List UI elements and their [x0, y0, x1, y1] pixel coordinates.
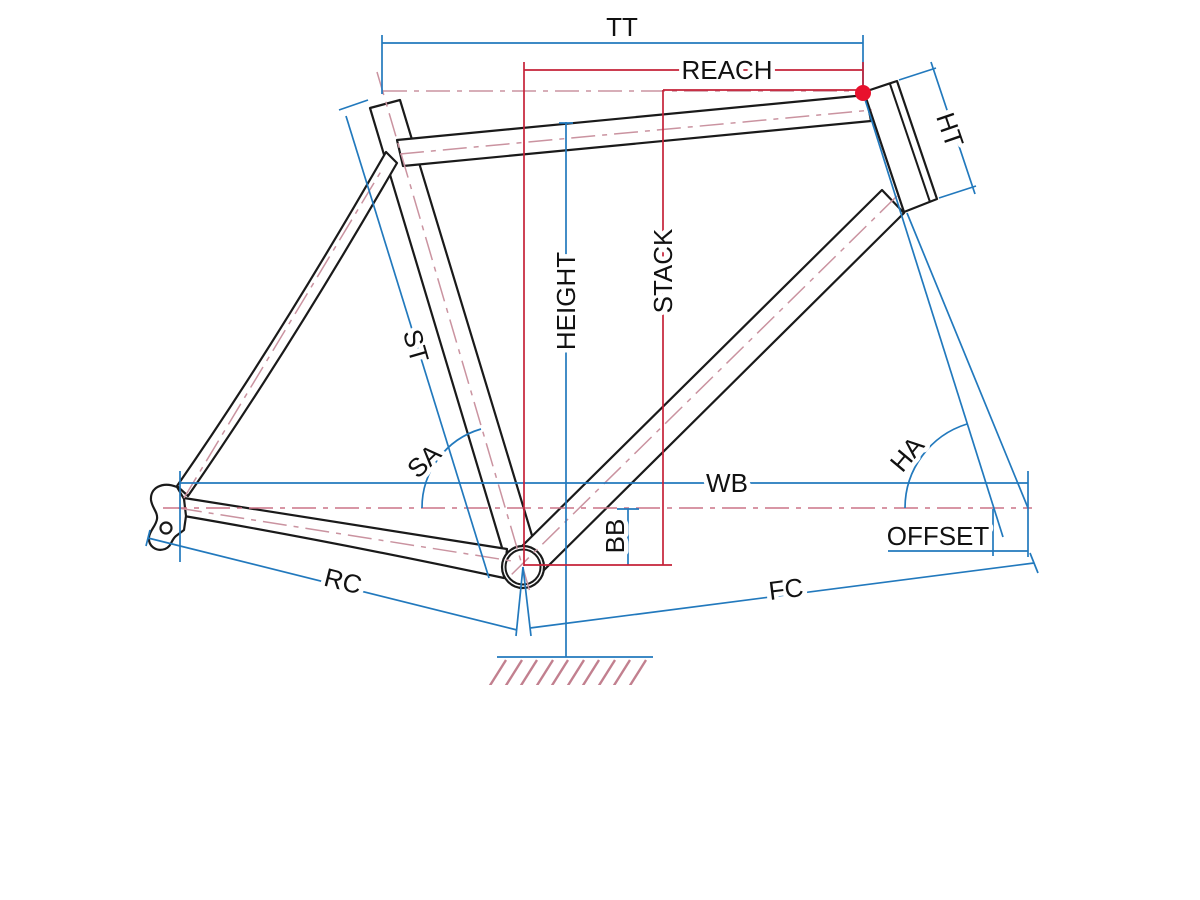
rc-tick	[145, 529, 151, 547]
st-dimension-line	[345, 115, 490, 579]
seat-stay-centerline	[183, 167, 384, 499]
down-tube	[509, 188, 906, 582]
bottom-bracket-inner	[504, 548, 542, 586]
blue-dimensions	[145, 35, 1039, 658]
label-bb: BB	[600, 519, 630, 554]
steering-axis-line	[862, 92, 1004, 538]
seat-tube-centerline	[376, 71, 531, 593]
down-tube-centerline	[507, 195, 898, 579]
ht-dimension-line	[930, 61, 976, 195]
label-rc: RC	[321, 562, 365, 600]
label-reach: REACH	[681, 55, 772, 85]
ht-extension-top	[898, 67, 937, 81]
derailleur-hanger-hole	[159, 521, 173, 535]
label-height: HEIGHT	[551, 252, 581, 350]
st-tick	[338, 99, 369, 111]
top-tube	[395, 93, 873, 168]
label-tt: TT	[606, 12, 638, 42]
bb-extension-fc	[522, 566, 532, 637]
head-tube-bore-line	[889, 83, 931, 203]
head-tube	[862, 79, 939, 214]
label-ha: HA	[884, 430, 931, 477]
label-st: ST	[397, 326, 435, 366]
label-stack: STACK	[648, 228, 678, 313]
seat-stay	[175, 150, 399, 498]
bb-extension-rc	[515, 566, 524, 637]
fork-line	[906, 212, 1029, 509]
fc-dimension-line	[529, 562, 1035, 629]
sa-angle-arc	[421, 428, 482, 509]
head-top-marker-dot	[855, 85, 871, 101]
label-offset: OFFSET	[887, 521, 990, 551]
rear-dropout	[147, 483, 188, 551]
chain-stay	[182, 496, 509, 580]
label-fc: FC	[767, 572, 805, 606]
red-dimensions	[523, 62, 871, 566]
fc-tick	[1029, 552, 1039, 574]
label-ht: HT	[930, 109, 970, 152]
geometry-table: LEAP Frame Geometry frame Model LEAP 3.0…	[0, 685, 1200, 900]
chain-stay-centerline	[177, 507, 513, 562]
rc-dimension-line	[147, 537, 518, 631]
ha-angle-arc	[904, 423, 968, 509]
ht-extension-bottom	[938, 185, 977, 199]
centerlines	[163, 71, 1032, 593]
frame-outline	[147, 79, 939, 590]
frame-geometry-diagram: TT REACH HT ST HEIGHT STACK SA HA WB BB …	[145, 12, 1039, 685]
top-tube-centerline	[399, 109, 873, 155]
ground-hatch	[488, 659, 648, 685]
label-sa: SA	[401, 438, 447, 484]
label-wb: WB	[706, 468, 748, 498]
